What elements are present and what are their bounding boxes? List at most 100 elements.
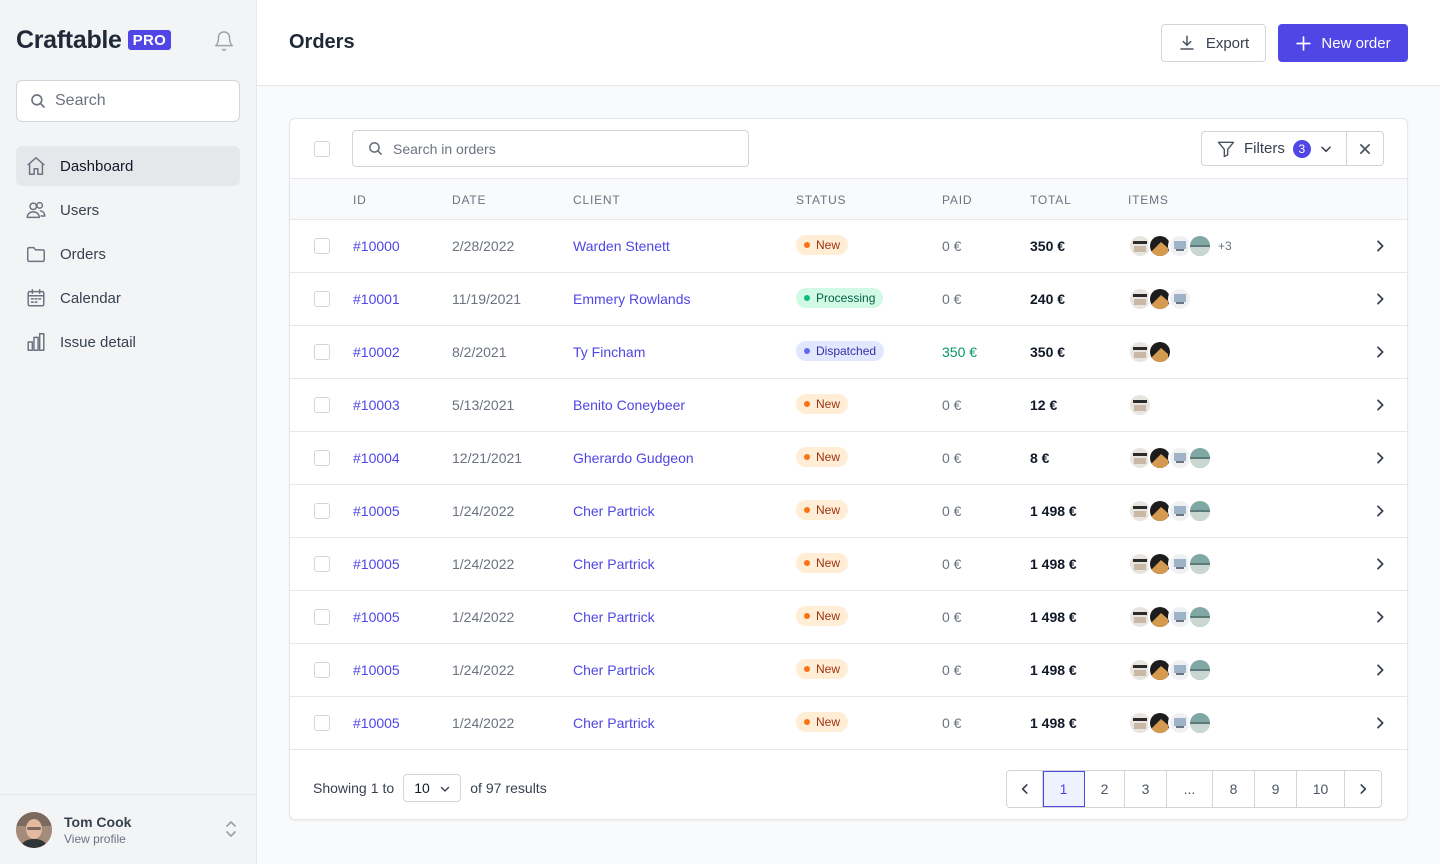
client-link[interactable]: Cher Partrick bbox=[573, 609, 655, 625]
table-row[interactable]: #10002 8/2/2021 Ty Fincham Dispatched 350 € 3… bbox=[290, 326, 1407, 379]
table-row[interactable]: #10005 1/24/2022 Cher Partrick New 0 € 1 498 … bbox=[290, 591, 1407, 644]
order-id-link[interactable]: #10004 bbox=[353, 450, 400, 466]
table-row[interactable]: #10003 5/13/2021 Benito Coneybeer New 0 € 12 … bbox=[290, 379, 1407, 432]
per-page-select[interactable]: 10 bbox=[403, 774, 462, 802]
sidebar-item-users[interactable]: Users bbox=[16, 190, 240, 230]
sidebar-item-issue-detail[interactable]: Issue detail bbox=[16, 322, 240, 362]
column-header-paid[interactable]: PAID bbox=[942, 193, 973, 207]
chevron-right-icon[interactable] bbox=[1372, 556, 1388, 572]
page-button[interactable]: 10 bbox=[1297, 771, 1345, 807]
order-id-link[interactable]: #10005 bbox=[353, 609, 400, 625]
chevron-right-icon[interactable] bbox=[1372, 450, 1388, 466]
table-row[interactable]: #10001 11/19/2021 Emmery Rowlands Processin… bbox=[290, 273, 1407, 326]
filters-button[interactable]: Filters 3 bbox=[1202, 132, 1348, 165]
next-page-button[interactable] bbox=[1345, 771, 1381, 807]
clear-filters-button[interactable] bbox=[1347, 132, 1383, 165]
chevron-down-icon bbox=[1319, 142, 1333, 156]
row-checkbox[interactable] bbox=[314, 715, 330, 731]
sidebar-item-orders[interactable]: Orders bbox=[16, 234, 240, 274]
status-label: Processing bbox=[816, 291, 876, 305]
column-header-status[interactable]: STATUS bbox=[796, 193, 847, 207]
page-button[interactable]: 2 bbox=[1085, 771, 1125, 807]
client-link[interactable]: Gherardo Gudgeon bbox=[573, 450, 694, 466]
orders-search-input[interactable] bbox=[393, 140, 723, 157]
table-row[interactable]: #10000 2/28/2022 Warden Stenett New 0 € 350 €… bbox=[290, 220, 1407, 273]
order-id-link[interactable]: #10001 bbox=[353, 291, 400, 307]
row-checkbox[interactable] bbox=[314, 344, 330, 360]
user-profile[interactable]: Tom Cook View profile bbox=[0, 794, 256, 864]
chevron-right-icon[interactable] bbox=[1372, 662, 1388, 678]
row-checkbox[interactable] bbox=[314, 238, 330, 254]
chevron-right-icon[interactable] bbox=[1372, 238, 1388, 254]
sidebar-item-calendar[interactable]: Calendar bbox=[16, 278, 240, 318]
table-row[interactable]: #10005 1/24/2022 Cher Partrick New 0 € 1 498 … bbox=[290, 644, 1407, 697]
page-button[interactable]: 3 bbox=[1125, 771, 1167, 807]
sidebar-item-label: Dashboard bbox=[60, 157, 134, 175]
sidebar-search-input[interactable] bbox=[55, 92, 225, 110]
chevron-right-icon[interactable] bbox=[1372, 291, 1388, 307]
chevron-right-icon[interactable] bbox=[1372, 609, 1388, 625]
orders-search[interactable] bbox=[352, 130, 749, 167]
client-link[interactable]: Cher Partrick bbox=[573, 556, 655, 572]
column-header-total[interactable]: TOTAL bbox=[1030, 193, 1072, 207]
prev-page-button[interactable] bbox=[1007, 771, 1043, 807]
new-order-button[interactable]: New order bbox=[1278, 24, 1408, 62]
bell-icon[interactable] bbox=[212, 29, 236, 53]
download-icon bbox=[1178, 34, 1196, 52]
order-id-link[interactable]: #10005 bbox=[353, 556, 400, 572]
client-link[interactable]: Benito Coneybeer bbox=[573, 397, 686, 413]
filters-control: Filters 3 bbox=[1201, 131, 1384, 166]
order-id-link[interactable]: #10003 bbox=[353, 397, 400, 413]
chevron-right-icon[interactable] bbox=[1372, 715, 1388, 731]
column-header-client[interactable]: CLIENT bbox=[573, 193, 621, 207]
client-link[interactable]: Emmery Rowlands bbox=[573, 291, 691, 307]
brand-logo[interactable]: Craftable PRO bbox=[16, 24, 172, 56]
row-checkbox[interactable] bbox=[314, 450, 330, 466]
row-checkbox[interactable] bbox=[314, 556, 330, 572]
status-dot bbox=[804, 242, 810, 248]
items-thumbnails bbox=[1128, 340, 1172, 364]
sidebar-item-dashboard[interactable]: Dashboard bbox=[16, 146, 240, 186]
status-badge: Processing bbox=[796, 288, 884, 308]
order-id-link[interactable]: #10005 bbox=[353, 715, 400, 731]
page-button[interactable]: 9 bbox=[1255, 771, 1297, 807]
sidebar-search[interactable] bbox=[16, 80, 240, 122]
select-all-checkbox[interactable] bbox=[314, 141, 330, 157]
table-row[interactable]: #10005 1/24/2022 Cher Partrick New 0 € 1 498 … bbox=[290, 485, 1407, 538]
export-button[interactable]: Export bbox=[1161, 24, 1266, 62]
status-label: New bbox=[816, 556, 841, 570]
chevron-right-icon[interactable] bbox=[1372, 503, 1388, 519]
table-row[interactable]: #10004 12/21/2021 Gherardo Gudgeon New 0 € 8 … bbox=[290, 432, 1407, 485]
row-checkbox[interactable] bbox=[314, 609, 330, 625]
table-row[interactable]: #10005 1/24/2022 Cher Partrick New 0 € 1 498 … bbox=[290, 697, 1407, 750]
order-id-link[interactable]: #10002 bbox=[353, 344, 400, 360]
client-link[interactable]: Cher Partrick bbox=[573, 715, 655, 731]
row-checkbox[interactable] bbox=[314, 291, 330, 307]
of-label: of bbox=[470, 780, 482, 796]
row-checkbox[interactable] bbox=[314, 503, 330, 519]
page-button[interactable]: 1 bbox=[1043, 771, 1085, 807]
table-row[interactable]: #10005 1/24/2022 Cher Partrick New 0 € 1 498 … bbox=[290, 538, 1407, 591]
client-link[interactable]: Ty Fincham bbox=[573, 344, 646, 360]
column-header-items[interactable]: ITEMS bbox=[1128, 193, 1169, 207]
view-profile-link[interactable]: View profile bbox=[64, 831, 126, 846]
row-checkbox[interactable] bbox=[314, 662, 330, 678]
order-id-link[interactable]: #10005 bbox=[353, 503, 400, 519]
chevron-right-icon[interactable] bbox=[1372, 397, 1388, 413]
page-button[interactable]: 8 bbox=[1213, 771, 1255, 807]
order-id-link[interactable]: #10005 bbox=[353, 662, 400, 678]
row-checkbox[interactable] bbox=[314, 397, 330, 413]
order-id-link[interactable]: #10000 bbox=[353, 238, 400, 254]
status-dot bbox=[804, 295, 810, 301]
paid-amount: 0 € bbox=[942, 238, 962, 254]
client-link[interactable]: Cher Partrick bbox=[573, 662, 655, 678]
column-header-date[interactable]: DATE bbox=[452, 193, 487, 207]
chevron-up-down-icon[interactable] bbox=[224, 819, 238, 842]
item-thumbnail bbox=[1128, 393, 1152, 417]
chevron-right-icon[interactable] bbox=[1372, 344, 1388, 360]
client-link[interactable]: Cher Partrick bbox=[573, 503, 655, 519]
status-dot bbox=[804, 719, 810, 725]
item-thumbnail bbox=[1148, 499, 1172, 523]
column-header-id[interactable]: ID bbox=[353, 193, 367, 207]
client-link[interactable]: Warden Stenett bbox=[573, 238, 670, 254]
